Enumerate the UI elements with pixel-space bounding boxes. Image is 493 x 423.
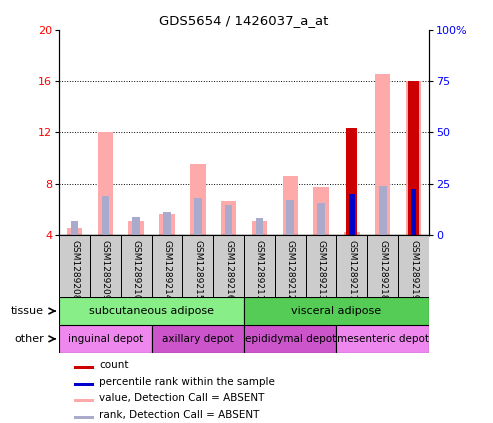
Bar <box>152 325 244 353</box>
Text: epididymal depot: epididymal depot <box>245 334 336 344</box>
Bar <box>132 217 140 235</box>
Text: axillary depot: axillary depot <box>162 334 234 344</box>
Bar <box>98 132 113 235</box>
Bar <box>314 187 329 235</box>
Bar <box>398 235 429 297</box>
Bar <box>349 194 354 235</box>
Bar <box>406 81 421 235</box>
Bar <box>70 221 78 235</box>
Bar <box>336 235 367 297</box>
Text: GSM1289217: GSM1289217 <box>348 240 356 300</box>
Text: inguinal depot: inguinal depot <box>68 334 143 344</box>
Bar <box>74 399 94 402</box>
Bar <box>410 190 418 235</box>
Text: GSM1289211: GSM1289211 <box>255 240 264 300</box>
Bar <box>129 221 144 235</box>
Title: GDS5654 / 1426037_a_at: GDS5654 / 1426037_a_at <box>159 14 329 27</box>
Text: GSM1289216: GSM1289216 <box>224 240 233 300</box>
Bar <box>408 81 419 235</box>
Bar <box>102 196 109 235</box>
Text: GSM1289209: GSM1289209 <box>101 240 110 300</box>
Text: other: other <box>14 334 44 344</box>
Bar <box>163 212 171 235</box>
Bar <box>244 235 275 297</box>
Text: value, Detection Call = ABSENT: value, Detection Call = ABSENT <box>100 393 265 403</box>
Bar <box>375 74 390 235</box>
Bar <box>347 128 357 235</box>
Bar <box>59 297 244 325</box>
Bar <box>182 235 213 297</box>
Bar <box>306 235 336 297</box>
Text: GSM1289214: GSM1289214 <box>163 240 172 300</box>
Text: mesenteric depot: mesenteric depot <box>337 334 429 344</box>
Text: count: count <box>100 360 129 371</box>
Bar <box>282 176 298 235</box>
Bar <box>194 198 202 235</box>
Text: GSM1289218: GSM1289218 <box>378 240 387 300</box>
Text: GSM1289215: GSM1289215 <box>193 240 202 300</box>
Bar <box>411 189 416 235</box>
Bar <box>348 194 356 235</box>
Bar <box>344 232 359 235</box>
Bar <box>59 235 90 297</box>
Bar <box>90 235 121 297</box>
Bar <box>275 235 306 297</box>
Bar <box>379 186 387 235</box>
Bar <box>121 235 152 297</box>
Bar <box>74 366 94 369</box>
Bar <box>159 214 175 235</box>
Bar <box>225 205 233 235</box>
Bar <box>244 325 336 353</box>
Bar <box>190 164 206 235</box>
Bar <box>59 325 152 353</box>
Bar <box>67 228 82 235</box>
Text: GSM1289208: GSM1289208 <box>70 240 79 300</box>
Text: rank, Detection Call = ABSENT: rank, Detection Call = ABSENT <box>100 410 260 420</box>
Text: subcutaneous adipose: subcutaneous adipose <box>89 306 214 316</box>
Text: GSM1289210: GSM1289210 <box>132 240 141 300</box>
Text: tissue: tissue <box>11 306 44 316</box>
Text: GSM1289219: GSM1289219 <box>409 240 418 300</box>
Bar <box>221 201 236 235</box>
Bar <box>74 382 94 386</box>
Bar <box>74 415 94 419</box>
Bar <box>336 325 429 353</box>
Bar <box>286 200 294 235</box>
Text: GSM1289212: GSM1289212 <box>286 240 295 300</box>
Text: GSM1289213: GSM1289213 <box>317 240 325 300</box>
Bar <box>152 235 182 297</box>
Bar <box>244 297 429 325</box>
Text: visceral adipose: visceral adipose <box>291 306 382 316</box>
Bar <box>252 221 267 235</box>
Text: percentile rank within the sample: percentile rank within the sample <box>100 377 275 387</box>
Bar <box>255 218 263 235</box>
Bar <box>317 203 325 235</box>
Bar <box>367 235 398 297</box>
Bar <box>213 235 244 297</box>
